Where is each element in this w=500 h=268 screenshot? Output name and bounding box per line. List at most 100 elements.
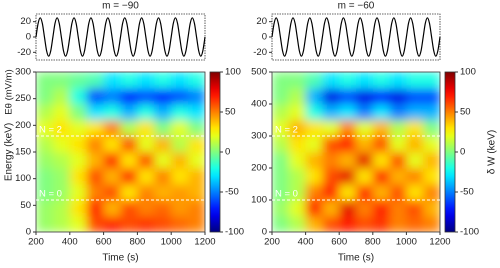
heatmap-cell (52, 184, 71, 201)
colorbar-tick-label: -100 (460, 227, 479, 238)
heatmap-cell (272, 168, 290, 185)
chart-title: m = −60 (338, 1, 375, 12)
colorbar-tick-label: -50 (225, 187, 239, 198)
colorbar-label: δ W (keV) (487, 130, 498, 174)
heatmap-cell (423, 184, 440, 201)
colorbar (444, 71, 456, 233)
heatmap-cell (154, 200, 172, 217)
heatmap-cell (272, 200, 290, 217)
heatmap-cell (52, 136, 71, 153)
heatmap-cell (372, 104, 391, 121)
heatmap-cell (103, 200, 121, 217)
colorbar-tick-label: 100 (225, 67, 241, 78)
heatmap-cell (372, 216, 391, 232)
colorbar-tick-label: 50 (460, 107, 471, 118)
heatmap-cell (389, 216, 407, 232)
heatmap-cell (86, 136, 105, 153)
heatmap-cell (36, 72, 54, 89)
heatmap-cell (36, 136, 54, 153)
heatmap-cell (188, 168, 205, 185)
heatmap-cell (389, 168, 407, 185)
heatmap-cell (52, 200, 71, 217)
heatmap-cell (423, 152, 440, 169)
heatmap-cell (188, 152, 205, 169)
heatmap-cell (406, 120, 424, 137)
x-tick-label: 1000 (396, 237, 417, 248)
colorbar-tick-label: 100 (460, 67, 476, 78)
heatmap-cell (272, 88, 290, 105)
y-tick-label: 300 (15, 67, 31, 78)
heatmap-cell (389, 136, 407, 153)
y-tick-label: 250 (15, 93, 31, 104)
heatmap-cell (272, 184, 290, 201)
x-tick-label: 200 (264, 237, 280, 248)
y-tick-label: 100 (15, 173, 31, 184)
heatmap-cell (389, 104, 407, 121)
heatmap-cell (137, 184, 155, 201)
heatmap-cell (288, 104, 307, 121)
heatmap-cells (36, 72, 205, 232)
heatmap-cell (137, 72, 155, 89)
heatmap-cell (120, 88, 138, 105)
heatmap-cell (305, 152, 323, 169)
colorbar-tick-label: -50 (460, 187, 474, 198)
heatmap-cell (372, 72, 391, 89)
heatmap-cell (103, 88, 121, 105)
heatmap-cell (288, 168, 307, 185)
heatmap-cell (86, 184, 105, 201)
heatmap-cell (154, 152, 172, 169)
heatmap-cell (272, 104, 290, 121)
heatmap-cell (103, 184, 121, 201)
heatmap-cell (52, 88, 71, 105)
heatmap-cell (137, 104, 155, 121)
heatmap-cell (305, 136, 323, 153)
heatmap-cell (36, 120, 54, 137)
heatmap-cell (406, 168, 424, 185)
heatmap-cell (103, 72, 121, 89)
reference-label: N = 0 (39, 189, 62, 200)
heatmap-cell (322, 104, 340, 121)
heatmap-cell (154, 104, 172, 121)
heatmap-cell (120, 72, 138, 89)
y-tick-label: 50 (20, 200, 31, 211)
heatmap-area (272, 72, 440, 232)
heatmap-cell (288, 184, 307, 201)
heatmap-cell (356, 168, 374, 185)
heatmap-cell (120, 104, 138, 121)
heatmap-cell (69, 72, 88, 89)
heatmap-cell (36, 104, 54, 121)
heatmap-cell (120, 152, 138, 169)
heatmap-cell (288, 216, 307, 232)
x-tick-label: 400 (298, 237, 314, 248)
heatmap-cell (137, 200, 155, 217)
heatmap-cell (137, 136, 155, 153)
heatmap-cell (322, 152, 340, 169)
heatmap-cell (389, 152, 407, 169)
y-tick-label: 0 (262, 227, 267, 238)
heatmap-cell (86, 152, 105, 169)
heatmap-cell (171, 88, 189, 105)
y-axis-label: Energy (keV) (4, 123, 15, 181)
heatmap-cell (171, 168, 189, 185)
heatmap-cell (36, 184, 54, 201)
heatmap-cell (36, 216, 54, 232)
heatmap-cell (272, 120, 290, 137)
x-axis-label: Time (s) (338, 253, 374, 264)
heatmap-cell (322, 72, 340, 89)
heatmap-cell (288, 152, 307, 169)
heatmap-cell (52, 168, 71, 185)
heatmap-cell (322, 184, 340, 201)
heatmap-cell (154, 72, 172, 89)
heatmap-cell (69, 184, 88, 201)
heatmap-cell (305, 168, 323, 185)
heatmap-cell (171, 120, 189, 137)
colorbar-tick-label: 0 (225, 147, 230, 158)
y-axis-label: Eθ (mV/m) (4, 69, 15, 114)
heatmap-cell (372, 136, 391, 153)
heatmap-cell (288, 72, 307, 89)
reference-label: N = 0 (275, 189, 298, 200)
heatmap-cell (406, 72, 424, 89)
heatmap-cell (356, 104, 374, 121)
heatmap-cell (103, 136, 121, 153)
